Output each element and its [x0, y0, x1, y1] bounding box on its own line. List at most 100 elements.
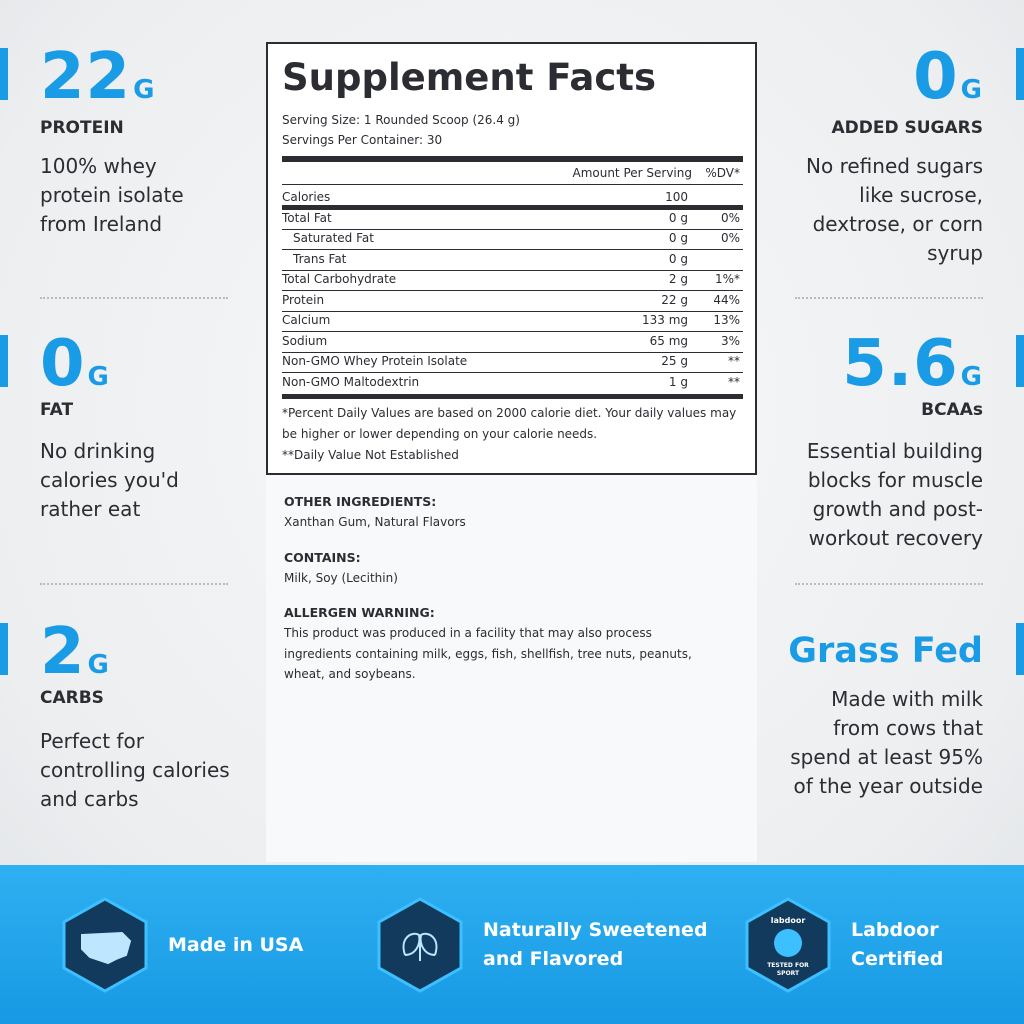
- desc-line: and carbs: [40, 787, 139, 811]
- row-amount: 0 g: [668, 251, 688, 266]
- row-name: Non-GMO Whey Protein Isolate: [282, 354, 468, 368]
- unit-text: G: [87, 650, 110, 680]
- feature-value: 0G: [913, 45, 983, 109]
- row-dv: 13%: [713, 313, 740, 327]
- feature-label: FAT: [40, 400, 74, 420]
- desc-line: 100% whey: [40, 154, 157, 178]
- rule: [282, 228, 743, 230]
- feature-desc: No drinking calories you'd rather eat: [40, 437, 179, 524]
- row-dv: 3%: [720, 333, 740, 348]
- row-name: Saturated Fat: [293, 231, 374, 245]
- row-dv: **: [728, 354, 740, 368]
- desc-line: like sucrose,: [859, 183, 983, 207]
- row-name: Protein: [282, 292, 325, 307]
- feature-label: PROTEIN: [40, 118, 124, 138]
- value-text: 22: [40, 40, 132, 114]
- row-name: Calcium: [282, 313, 331, 327]
- badge-icon: [377, 897, 463, 993]
- desc-line: spend at least 95%: [790, 745, 983, 769]
- unit-text: G: [87, 362, 110, 392]
- row-amount: 100: [665, 190, 688, 204]
- desc-line: Perfect for: [40, 729, 144, 753]
- badge-text: Made in USA: [168, 931, 303, 960]
- feature-desc: No refined sugars like sucrose, dextrose, …: [806, 152, 983, 268]
- ingredient-heading: ALLERGEN WARNING:: [284, 605, 435, 620]
- value-text: Grass Fed: [788, 631, 983, 671]
- facts-title: Supplement Facts: [282, 56, 657, 99]
- feature-value: 22G: [40, 45, 155, 109]
- row-dv: 0%: [720, 210, 740, 225]
- desc-line: rather eat: [40, 497, 141, 521]
- rule: [282, 290, 743, 291]
- row-amount: 1 g: [668, 374, 688, 389]
- footer-band: [0, 865, 1024, 1024]
- row-dv: 0%: [720, 231, 740, 245]
- ingredient-heading: CONTAINS:: [284, 549, 361, 565]
- servings-per: Servings Per Container: 30: [282, 133, 443, 147]
- feature-label: ADDED SUGARS: [831, 118, 983, 138]
- icon-text: TESTED FOR: [767, 962, 809, 969]
- desc-line: from Ireland: [40, 212, 163, 236]
- row-name: Non-GMO Maltodextrin: [282, 374, 420, 389]
- row-amount: 0 g: [668, 210, 688, 225]
- feature-value: Grass Fed: [788, 634, 983, 669]
- feature-label: BCAAs: [921, 400, 983, 420]
- value-text: 0: [40, 327, 86, 401]
- footnote: be higher or lower depending on your cal…: [282, 427, 598, 441]
- row-name: Trans Fat: [293, 251, 347, 266]
- edge-marker: [1016, 335, 1024, 387]
- desc-line: dextrose, or corn: [812, 212, 983, 236]
- desc-line: workout recovery: [808, 526, 983, 550]
- rule: [282, 269, 743, 271]
- ingredient-line: wheat, and soybeans.: [284, 667, 416, 681]
- badge-text: Naturally Sweetened and Flavored: [483, 916, 708, 974]
- ingredient-line: This product was produced in a facility …: [284, 626, 652, 640]
- rule: [282, 184, 743, 185]
- rule: [282, 331, 743, 332]
- footnote: **Daily Value Not Established: [282, 448, 459, 462]
- feature-desc: Perfect for controlling calories and carbs: [40, 727, 230, 814]
- edge-marker: [0, 623, 8, 675]
- row-amount: 25 g: [661, 354, 688, 368]
- dv-header: %DV*: [705, 166, 740, 180]
- desc-line: Made with milk: [831, 687, 983, 711]
- row-amount: 22 g: [661, 292, 688, 307]
- rule: [282, 310, 743, 312]
- desc-line: protein isolate: [40, 183, 184, 207]
- ingredient-line: Milk, Soy (Lecithin): [284, 570, 398, 585]
- badge-icon: [62, 897, 148, 993]
- footnote: *Percent Daily Values are based on 2000 …: [282, 406, 737, 420]
- feature-value: 5.6G: [842, 332, 983, 396]
- row-amount: 0 g: [668, 231, 688, 245]
- desc-line: growth and post-: [812, 497, 983, 521]
- feature-desc: Essential building blocks for muscle growt…: [807, 437, 983, 553]
- badge-line: Labdoor: [851, 919, 939, 941]
- value-text: 5.6: [842, 327, 959, 401]
- amount-header: Amount Per Serving: [572, 166, 692, 180]
- desc-line: calories you'd: [40, 468, 179, 492]
- badge-line: and Flavored: [483, 948, 624, 970]
- separator: [795, 583, 983, 585]
- desc-line: from cows that: [833, 716, 983, 740]
- rule: [282, 249, 743, 250]
- serving-size: Serving Size: 1 Rounded Scoop (26.4 g): [282, 113, 520, 127]
- badge-text: Labdoor Certified: [851, 916, 943, 974]
- desc-line: No drinking: [40, 439, 156, 463]
- edge-marker: [1016, 623, 1024, 675]
- edge-marker: [0, 335, 8, 387]
- feature-value: 0G: [40, 332, 110, 396]
- value-text: 2: [40, 615, 86, 689]
- ingredient-heading: OTHER INGREDIENTS:: [284, 494, 437, 509]
- icon-text: SPORT: [777, 970, 800, 977]
- unit-text: G: [960, 362, 983, 392]
- row-amount: 133 mg: [641, 313, 688, 327]
- desc-line: controlling calories: [40, 758, 230, 782]
- feature-desc: Made with milk from cows that spend at lea…: [790, 685, 983, 801]
- facts-box: [266, 42, 757, 475]
- rule: [282, 372, 743, 373]
- desc-line: of the year outside: [793, 774, 983, 798]
- row-dv: 44%: [713, 292, 740, 307]
- separator: [40, 297, 228, 299]
